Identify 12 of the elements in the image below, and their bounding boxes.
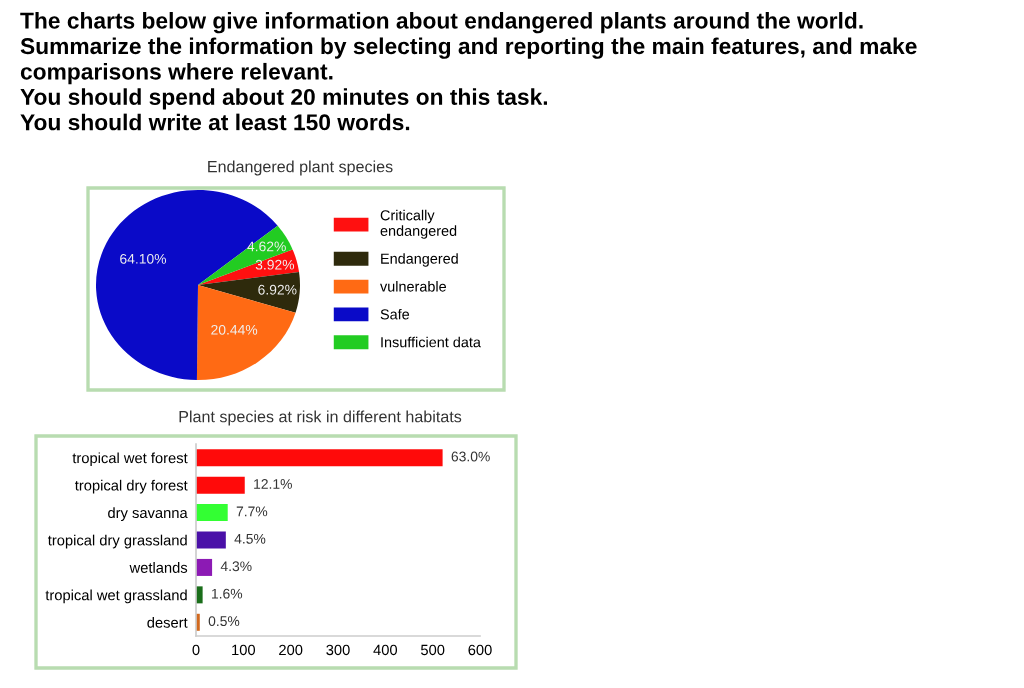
bar xyxy=(196,531,226,549)
text: Summarize the information by selecting and reporting the main features, and make comparisons where relevant. xyxy=(20,37,917,85)
bar xyxy=(196,476,245,494)
chart-title: Plant species at risk in different habitats xyxy=(179,410,462,426)
bar xyxy=(196,504,228,522)
chart-title: Endangered plant species xyxy=(208,160,393,176)
text: The charts below give information about endangered plants around the world. xyxy=(20,12,863,34)
bar xyxy=(196,449,443,467)
bar xyxy=(196,558,213,576)
bar xyxy=(196,586,203,604)
text: You should spend about 20 minutes on this task. xyxy=(20,88,548,110)
text: You should write at least 150 words. xyxy=(20,113,410,131)
